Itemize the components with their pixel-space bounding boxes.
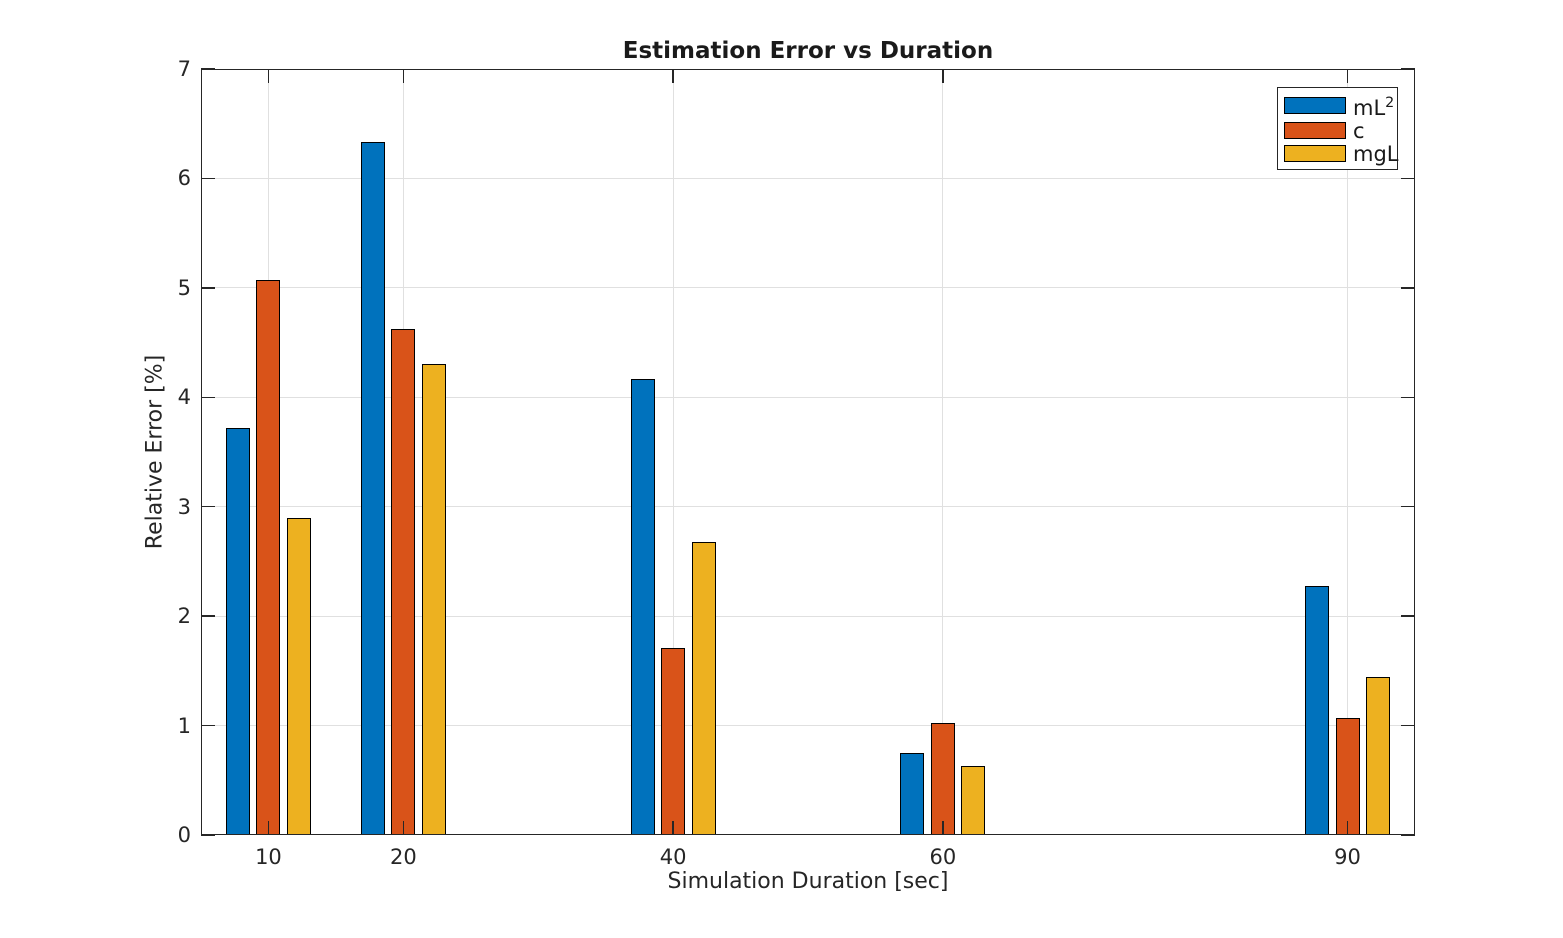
y-tick-mark xyxy=(201,177,215,180)
y-tick-mark xyxy=(201,396,215,399)
legend-item-mL2: mL2 xyxy=(1284,92,1397,119)
bar-mgL-20 xyxy=(421,364,446,835)
y-tick-mark-right xyxy=(1401,396,1415,399)
x-axis-label: Simulation Duration [sec] xyxy=(667,869,949,894)
bar-mgL-10 xyxy=(286,517,311,835)
bar-mgL-60 xyxy=(961,766,986,835)
bar-c-20 xyxy=(391,329,416,835)
bar-mL2-40 xyxy=(630,378,655,835)
y-tick-mark-right xyxy=(1401,177,1415,180)
x-tick-mark xyxy=(1346,821,1349,835)
x-gridline xyxy=(672,69,674,835)
y-tick-mark xyxy=(201,615,215,617)
y-tick-label: 0 xyxy=(177,823,191,847)
y-tick-label: 1 xyxy=(177,713,191,738)
legend-label: mgL xyxy=(1353,141,1399,166)
bar-c-60 xyxy=(930,723,955,835)
legend-label: mL2 xyxy=(1353,95,1395,121)
y-tick-mark-right xyxy=(1401,724,1415,727)
y-tick-label: 3 xyxy=(177,494,191,519)
y-tick-label: 5 xyxy=(177,275,191,300)
y-tick-label: 4 xyxy=(177,385,191,410)
bar-mL2-10 xyxy=(226,427,251,835)
bar-mgL-90 xyxy=(1365,677,1390,835)
x-tick-label: 60 xyxy=(929,845,957,869)
y-tick-label: 7 xyxy=(177,57,191,81)
y-tick-mark xyxy=(201,724,215,727)
y-tick-mark-right xyxy=(1401,287,1415,289)
legend-swatch xyxy=(1284,97,1346,115)
y-tick-mark-right xyxy=(1401,505,1415,508)
legend-swatch xyxy=(1284,145,1346,163)
y-gridline xyxy=(201,615,1415,617)
x-tick-label: 10 xyxy=(255,845,282,869)
bar-mL2-20 xyxy=(360,142,385,835)
x-tick-mark-top xyxy=(1346,69,1349,83)
x-tick-mark xyxy=(942,821,944,835)
y-tick-mark-right xyxy=(1401,834,1415,836)
legend-swatch xyxy=(1284,122,1346,140)
y-tick-mark xyxy=(201,505,215,508)
y-gridline xyxy=(201,506,1415,508)
x-tick-label: 40 xyxy=(659,845,687,869)
y-tick-mark xyxy=(201,834,215,836)
x-tick-mark xyxy=(402,821,405,835)
y-gridline xyxy=(201,177,1415,179)
bar-mL2-60 xyxy=(900,752,925,835)
x-tick-mark-top xyxy=(402,69,405,83)
y-tick-label: 2 xyxy=(177,604,191,629)
x-tick-mark xyxy=(267,821,270,835)
y-gridline xyxy=(201,396,1415,398)
x-tick-mark xyxy=(672,821,674,835)
y-gridline xyxy=(201,725,1415,727)
y-tick-mark xyxy=(201,68,215,70)
bar-mgL-40 xyxy=(691,541,716,835)
legend: mL2 c mgL xyxy=(1277,87,1399,170)
legend-item-c: c xyxy=(1284,120,1397,142)
x-tick-label: 20 xyxy=(389,845,417,869)
legend-label: c xyxy=(1353,118,1365,143)
bar-mL2-90 xyxy=(1305,585,1330,835)
y-tick-mark-right xyxy=(1401,615,1415,617)
plot-area xyxy=(201,68,1415,836)
x-tick-label: 90 xyxy=(1334,845,1361,869)
bar-c-90 xyxy=(1335,717,1360,835)
bar-c-10 xyxy=(256,280,281,835)
y-gridline xyxy=(201,287,1415,289)
x-gridline xyxy=(1347,69,1349,835)
bar-c-40 xyxy=(661,647,686,835)
x-tick-mark-top xyxy=(672,69,674,83)
legend-item-mgL: mgL xyxy=(1284,141,1399,166)
x-gridline xyxy=(942,69,944,835)
y-tick-label: 6 xyxy=(177,166,191,191)
y-tick-mark-right xyxy=(1401,68,1415,70)
x-tick-mark-top xyxy=(267,69,270,83)
x-tick-mark-top xyxy=(942,69,944,83)
y-tick-mark xyxy=(201,287,215,289)
chart-title: Estimation Error vs Duration xyxy=(622,38,994,64)
